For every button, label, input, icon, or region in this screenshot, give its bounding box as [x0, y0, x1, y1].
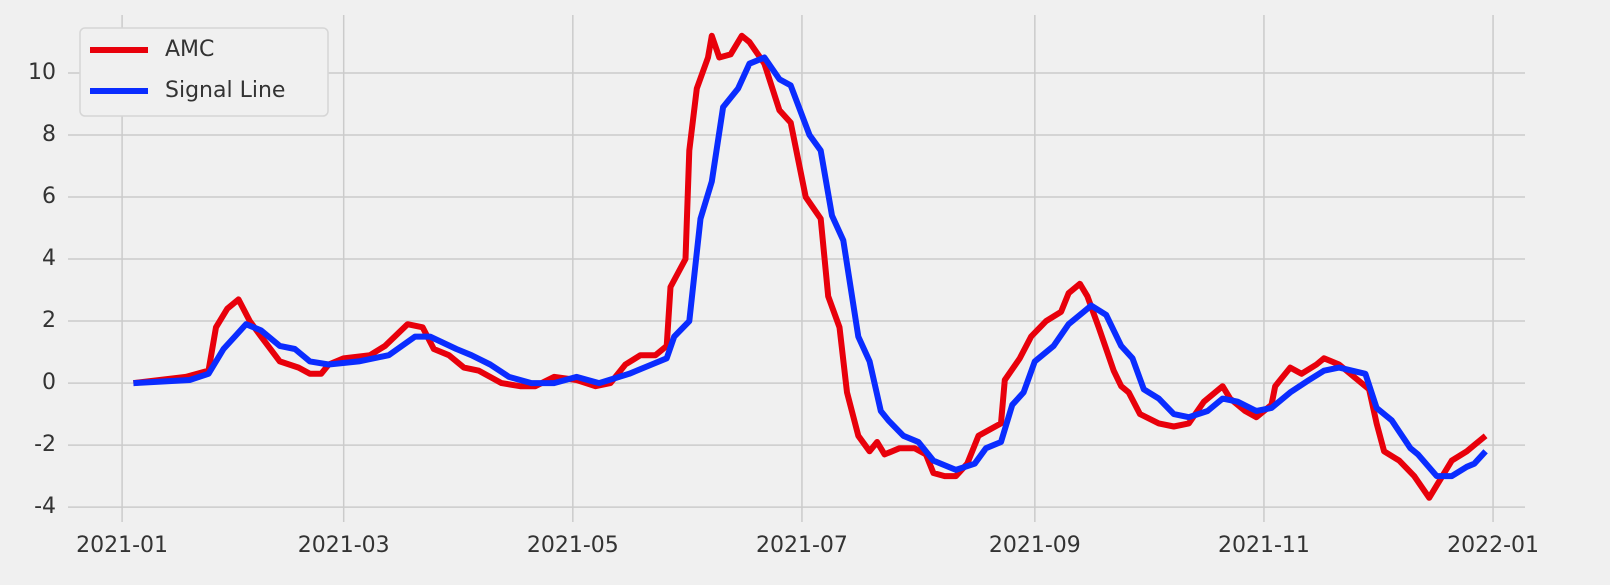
x-tick-label: 2022-01 — [1447, 533, 1539, 558]
y-tick-label: 4 — [42, 246, 56, 271]
x-tick-label: 2021-07 — [756, 533, 848, 558]
x-tick-label: 2021-09 — [989, 533, 1081, 558]
legend-label: AMC — [165, 37, 214, 62]
legend: AMC Signal Line — [79, 27, 329, 117]
series-line — [133, 54, 1488, 480]
y-tick-label: 0 — [42, 370, 56, 395]
y-tick-label: 8 — [42, 122, 56, 147]
y-tick-label: -2 — [34, 432, 56, 457]
y-tick-label: 2 — [42, 308, 56, 333]
x-tick-label: 2021-01 — [76, 533, 168, 558]
y-tick-label: 10 — [28, 60, 56, 85]
x-tick-label: 2021-03 — [298, 533, 390, 558]
x-tick-label: 2021-05 — [527, 533, 619, 558]
legend-label: Signal Line — [165, 78, 285, 103]
y-tick-label: 6 — [42, 184, 56, 209]
y-tick-label: -4 — [34, 494, 56, 519]
x-tick-label: 2021-11 — [1218, 533, 1310, 558]
series-line — [133, 32, 1488, 501]
